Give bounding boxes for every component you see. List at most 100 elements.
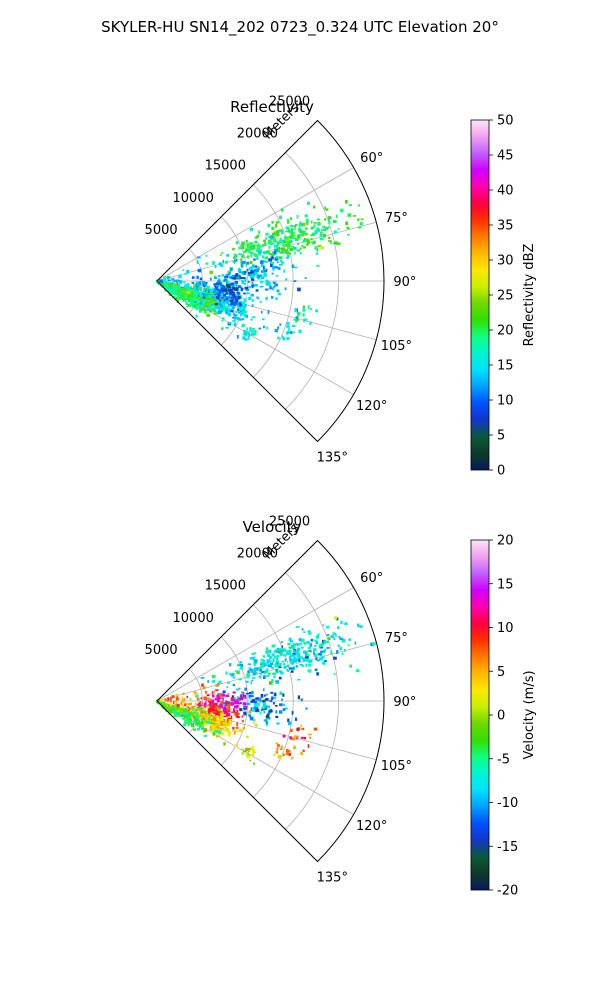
radar-gate <box>253 672 256 676</box>
radar-gate <box>340 620 343 625</box>
radar-gate <box>277 233 280 237</box>
radar-gate <box>320 656 323 661</box>
radar-gate <box>274 248 277 253</box>
radar-gate <box>198 307 201 310</box>
radar-gate <box>217 310 221 314</box>
radar-gate <box>179 709 184 713</box>
radar-gate <box>288 239 293 242</box>
radar-gate <box>313 240 316 245</box>
radar-gate <box>217 280 221 284</box>
reflectivity-frame <box>156 119 385 443</box>
radar-gate <box>280 641 283 644</box>
radar-gate <box>195 281 198 286</box>
radar-gate <box>215 730 219 733</box>
radar-gate <box>234 705 238 708</box>
radar-gate <box>290 756 294 760</box>
radar-gate <box>256 672 258 674</box>
radar-gate <box>276 246 279 250</box>
radar-gate <box>232 293 236 297</box>
radar-gate <box>244 696 247 699</box>
radar-gate <box>291 232 294 235</box>
radar-gate <box>181 704 184 708</box>
radar-gate <box>236 334 239 339</box>
radar-gate <box>204 690 207 694</box>
radar-gate <box>322 661 326 665</box>
radar-gate <box>294 237 297 240</box>
radar-gate <box>240 303 243 306</box>
radar-gate <box>201 727 205 730</box>
radar-gate <box>215 311 219 315</box>
radar-gate <box>279 237 282 241</box>
radar-gate <box>247 336 250 341</box>
radar-gate <box>279 260 283 263</box>
radar-gate <box>203 729 206 733</box>
radar-gate <box>274 663 278 668</box>
radar-gate <box>304 214 308 218</box>
radar-gate <box>327 637 331 641</box>
radar-gate <box>246 331 250 335</box>
radar-gate <box>273 656 278 659</box>
radar-gate <box>231 695 235 698</box>
radar-gate <box>271 266 274 270</box>
radar-gate <box>223 278 227 282</box>
radar-gate <box>311 232 316 236</box>
radar-gate <box>233 261 236 264</box>
radar-gate <box>265 237 268 240</box>
radar-gate <box>184 291 188 295</box>
radar-gate <box>305 663 308 667</box>
radar-gate <box>324 206 326 210</box>
radar-gate <box>197 297 200 300</box>
radar-gate <box>237 715 240 719</box>
radar-gate <box>193 715 196 719</box>
radar-gate <box>250 700 254 703</box>
radar-gate <box>159 279 163 283</box>
radar-gate <box>308 733 312 736</box>
radar-gate <box>251 248 254 251</box>
radar-gate <box>239 708 243 712</box>
radar-gate <box>222 317 225 320</box>
radar-gate <box>326 633 330 637</box>
radar-gate <box>219 704 222 707</box>
radar-gate <box>275 742 278 745</box>
radar-gate <box>275 221 279 224</box>
radar-gate <box>248 696 251 699</box>
radar-gate <box>241 752 244 755</box>
radar-gate <box>255 284 259 287</box>
radar-gate <box>328 218 330 222</box>
radar-gate <box>293 280 297 282</box>
radar-gate <box>195 306 198 310</box>
range-tick-label: 25000 <box>269 95 310 110</box>
radar-gate <box>220 288 224 292</box>
radar-gate <box>253 662 255 665</box>
radar-gate <box>193 728 197 731</box>
radar-gate <box>297 313 300 317</box>
radar-gate <box>182 712 186 715</box>
radar-gate <box>276 647 280 650</box>
radar-gate <box>216 725 220 728</box>
radar-gate <box>291 737 296 741</box>
radar-gate <box>246 244 249 249</box>
radar-gate <box>178 706 181 708</box>
radar-gate <box>265 650 269 654</box>
radar-gate <box>258 675 262 679</box>
radar-gate <box>193 691 197 694</box>
radar-gate <box>174 297 179 300</box>
radar-gate <box>291 245 295 248</box>
radar-gate <box>188 288 191 290</box>
radar-gate <box>276 743 280 748</box>
radar-gate <box>341 639 346 643</box>
radar-gate <box>202 288 206 291</box>
radar-gate <box>301 233 304 237</box>
radar-gate <box>224 275 228 279</box>
radar-gate <box>200 718 204 722</box>
radar-gate <box>249 695 254 698</box>
radar-gate <box>268 246 271 249</box>
radar-gate <box>267 250 271 255</box>
radar-gate <box>273 266 276 269</box>
radar-gate <box>324 648 327 652</box>
radar-gate <box>243 308 246 312</box>
radar-gate <box>258 250 261 254</box>
radar-gate <box>288 229 291 233</box>
radar-gate <box>294 309 297 313</box>
colorbar-tick-label: 0 <box>497 709 505 724</box>
